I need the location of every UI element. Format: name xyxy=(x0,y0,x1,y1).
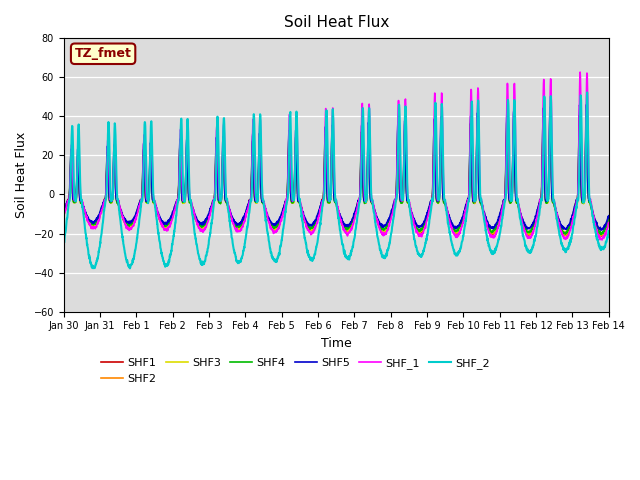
SHF_2 xyxy=(60,244,68,250)
SHF1 xyxy=(364,170,371,176)
SHF2 xyxy=(572,203,579,209)
SHF_1 xyxy=(557,227,564,233)
SHF5 xyxy=(582,102,590,108)
SHF4 xyxy=(212,154,220,160)
Line: SHF2: SHF2 xyxy=(64,122,609,236)
Line: SHF_2: SHF_2 xyxy=(64,93,609,268)
SHF_1 xyxy=(572,203,579,209)
SHF2 xyxy=(212,165,220,170)
Line: SHF5: SHF5 xyxy=(64,105,609,230)
SHF4 xyxy=(582,111,590,117)
SHF_2 xyxy=(212,177,220,182)
SHF4 xyxy=(557,224,564,230)
SHF3 xyxy=(605,215,612,221)
SHF2 xyxy=(495,220,502,226)
Line: SHF3: SHF3 xyxy=(64,119,609,235)
SHF_1 xyxy=(60,214,68,220)
SHF2 xyxy=(605,217,612,223)
SHF3 xyxy=(557,224,564,229)
SHF2 xyxy=(352,211,360,216)
SHF2 xyxy=(596,233,604,239)
SHF1 xyxy=(60,210,68,216)
SHF_2 xyxy=(495,237,502,242)
SHF5 xyxy=(605,213,612,219)
SHF_2 xyxy=(126,265,134,271)
SHF3 xyxy=(572,201,580,207)
SHF5 xyxy=(597,227,605,233)
X-axis label: Time: Time xyxy=(321,337,351,350)
SHF2 xyxy=(60,212,68,218)
SHF1 xyxy=(352,208,360,214)
SHF5 xyxy=(212,156,220,161)
SHF5 xyxy=(60,209,68,215)
SHF3 xyxy=(561,232,569,238)
SHF2 xyxy=(364,169,371,175)
SHF_1 xyxy=(598,237,606,243)
SHF5 xyxy=(557,222,564,228)
Legend: SHF1, SHF2, SHF3, SHF4, SHF5, SHF_1, SHF_2: SHF1, SHF2, SHF3, SHF4, SHF5, SHF_1, SHF… xyxy=(97,354,495,388)
SHF5 xyxy=(352,206,360,212)
SHF5 xyxy=(495,216,502,222)
SHF2 xyxy=(557,226,564,231)
SHF5 xyxy=(572,201,579,206)
Text: TZ_fmet: TZ_fmet xyxy=(75,47,132,60)
SHF1 xyxy=(557,225,564,230)
SHF3 xyxy=(495,219,502,225)
SHF_2 xyxy=(364,160,372,166)
SHF1 xyxy=(572,201,579,207)
SHF4 xyxy=(495,218,502,224)
SHF1 xyxy=(583,120,591,126)
SHF4 xyxy=(60,210,68,216)
Line: SHF1: SHF1 xyxy=(64,123,609,236)
SHF_2 xyxy=(352,225,360,230)
SHF3 xyxy=(352,209,360,215)
SHF4 xyxy=(572,201,579,206)
SHF5 xyxy=(364,152,371,157)
SHF_2 xyxy=(605,228,612,234)
SHF1 xyxy=(598,233,605,239)
SHF4 xyxy=(605,215,612,221)
SHF_1 xyxy=(576,69,584,75)
Title: Soil Heat Flux: Soil Heat Flux xyxy=(284,15,389,30)
Y-axis label: Soil Heat Flux: Soil Heat Flux xyxy=(15,132,28,218)
SHF_1 xyxy=(364,167,371,173)
SHF1 xyxy=(495,219,502,225)
SHF_1 xyxy=(352,211,360,216)
SHF3 xyxy=(583,116,591,121)
SHF_1 xyxy=(605,220,612,226)
SHF3 xyxy=(364,168,371,174)
SHF_1 xyxy=(212,163,220,168)
SHF2 xyxy=(583,120,591,125)
SHF_2 xyxy=(572,208,580,214)
SHF_2 xyxy=(583,90,591,96)
Line: SHF4: SHF4 xyxy=(64,114,609,234)
Line: SHF_1: SHF_1 xyxy=(64,72,609,240)
SHF_1 xyxy=(495,223,502,229)
SHF4 xyxy=(352,209,360,215)
SHF3 xyxy=(60,211,68,217)
SHF1 xyxy=(212,165,220,171)
SHF4 xyxy=(364,158,371,164)
SHF4 xyxy=(596,231,604,237)
SHF3 xyxy=(212,162,220,168)
SHF1 xyxy=(605,217,612,223)
SHF_2 xyxy=(557,236,564,241)
